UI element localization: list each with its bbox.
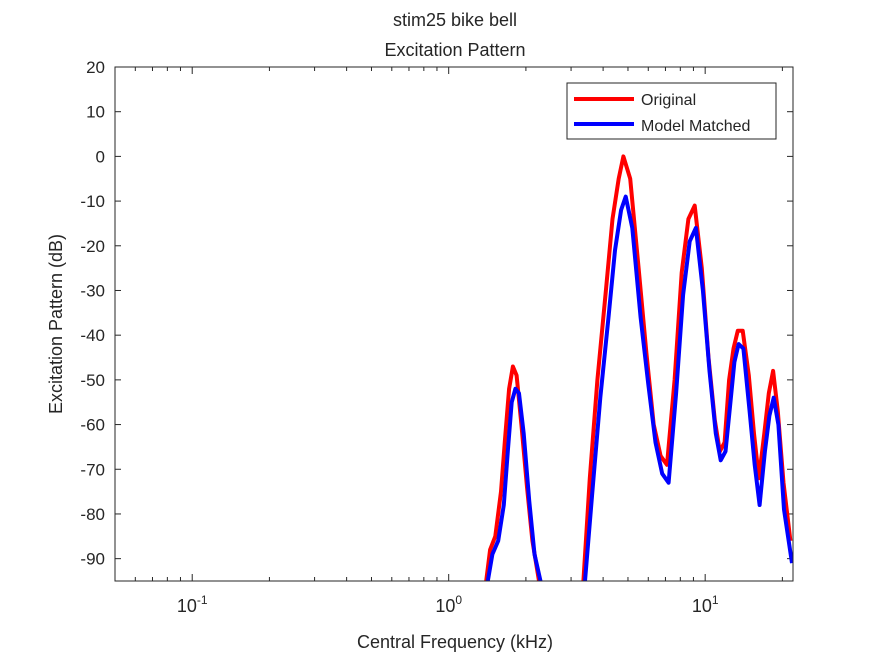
y-tick-label: -70	[80, 460, 105, 479]
x-tick-base: 10	[177, 596, 197, 616]
x-tick-base: 10	[435, 596, 455, 616]
chart-title: stim25 bike bell	[393, 10, 517, 30]
x-tick-base: 10	[692, 596, 712, 616]
x-tick-exponent: 1	[712, 593, 719, 607]
y-tick-label: 10	[86, 103, 105, 122]
plot-area	[115, 67, 793, 581]
y-tick-label: -20	[80, 237, 105, 256]
x-tick-exponent: 0	[455, 593, 462, 607]
y-tick-label: -90	[80, 550, 105, 569]
chart-subtitle: Excitation Pattern	[384, 40, 525, 60]
axes-box	[114, 66, 794, 582]
legend-label-original: Original	[641, 92, 696, 109]
x-tick-label: 100	[435, 593, 462, 616]
axis-ticks	[114, 66, 793, 581]
x-tick-exponent: -1	[197, 593, 208, 607]
y-tick-label: -50	[80, 371, 105, 390]
legend-label-model-matched: Model Matched	[641, 118, 750, 135]
x-tick-label: 101	[692, 593, 719, 616]
y-tick-label: -10	[80, 192, 105, 211]
series-layer	[484, 154, 793, 581]
y-tick-labels: 20 10 0 -10 -20 -30 -40 -50 -60 -70 -80 -90	[80, 58, 105, 569]
x-axis-label: Central Frequency (kHz)	[357, 632, 553, 652]
y-tick-label: 0	[96, 147, 105, 166]
series-line-model-matched	[583, 194, 793, 581]
legend: Original Model Matched	[566, 82, 777, 140]
y-axis-label: Excitation Pattern (dB)	[46, 234, 66, 414]
y-tick-label: -30	[80, 281, 105, 300]
series-line-model-matched	[485, 386, 543, 581]
x-tick-labels: 10-1 100 101	[177, 593, 719, 616]
y-tick-label: -60	[80, 416, 105, 435]
y-tick-label: -80	[80, 505, 105, 524]
y-tick-label: -40	[80, 326, 105, 345]
x-tick-label: 10-1	[177, 593, 208, 616]
legend-box	[566, 82, 777, 140]
y-tick-label: 20	[86, 58, 105, 77]
